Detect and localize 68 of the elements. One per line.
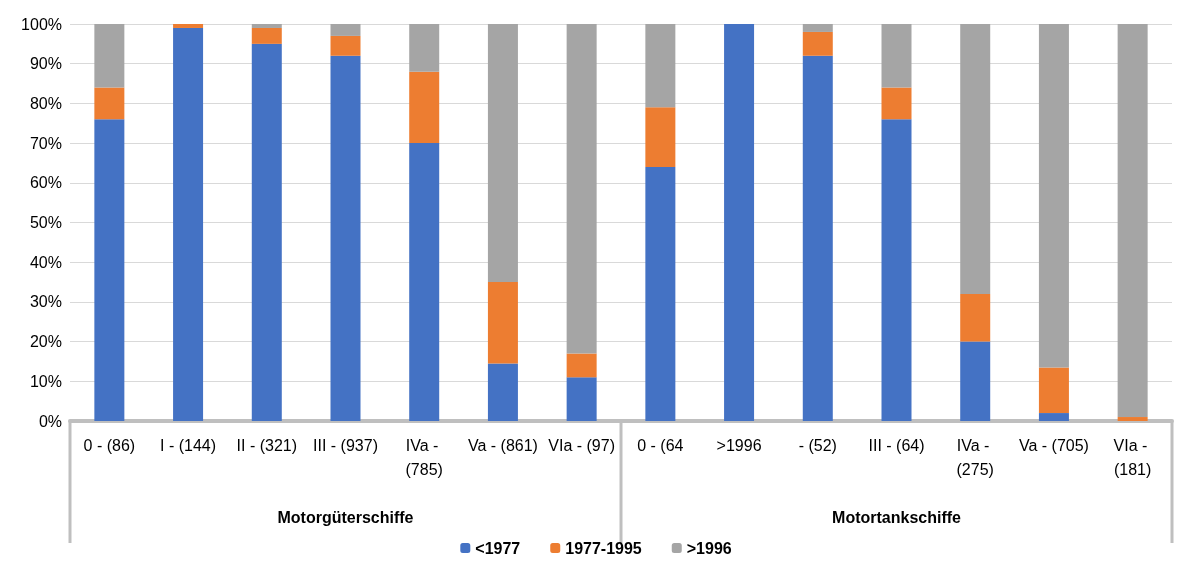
- bar: [645, 24, 676, 108]
- bar: [1038, 24, 1069, 368]
- bar: [1117, 417, 1148, 421]
- y-tick-label: 90%: [29, 55, 62, 73]
- bar: [881, 87, 912, 120]
- bar: [487, 282, 518, 364]
- x-tick-label: Va - (861): [467, 436, 538, 454]
- bar: [881, 119, 912, 421]
- bar: [330, 24, 361, 36]
- x-tick-label: III - (937): [313, 436, 378, 454]
- y-tick-label: 60%: [29, 174, 62, 192]
- bar: [487, 363, 518, 421]
- bar: [645, 166, 676, 421]
- bar: [94, 24, 125, 88]
- bar: [960, 341, 991, 421]
- bar: [566, 353, 597, 378]
- bar: [487, 24, 518, 283]
- y-tick-label: 100%: [21, 15, 62, 33]
- bar: [409, 71, 440, 144]
- x-tick-label: I - (144): [160, 436, 217, 454]
- x-tick-label: >1996: [716, 436, 762, 454]
- bar: [802, 24, 833, 32]
- bar: [1117, 24, 1148, 418]
- x-tick-label: VIa - (97): [548, 436, 615, 454]
- bar: [173, 27, 204, 421]
- bar: [566, 24, 597, 354]
- bar: [251, 43, 282, 421]
- text: Motorgüterschiffe: [277, 508, 414, 526]
- bar: [409, 24, 440, 72]
- x-tick-label: IVa - (785): [405, 436, 443, 478]
- y-tick-label: 40%: [29, 253, 62, 271]
- legend-label: <1977: [475, 539, 521, 557]
- y-tick-label: 0%: [38, 412, 62, 430]
- x-tick-label: VIa - (181): [1113, 436, 1152, 478]
- bar: [802, 55, 833, 421]
- y-tick-label: 80%: [29, 94, 62, 112]
- bar: [330, 55, 361, 421]
- x-tick-label: 0 - (64: [637, 436, 684, 454]
- bar: [802, 31, 833, 56]
- bar: [724, 24, 755, 421]
- bar: [94, 87, 125, 120]
- x-tick-label: III - (64): [868, 436, 925, 454]
- bar: [960, 24, 991, 294]
- bar: [251, 24, 282, 28]
- x-tick-label: - (52): [798, 436, 837, 454]
- bar: [330, 35, 361, 56]
- y-tick-label: 50%: [29, 214, 62, 231]
- x-tick-label: Va - (705): [1018, 436, 1089, 454]
- bar: [1038, 367, 1069, 414]
- bar: [566, 377, 597, 421]
- y-tick-label: 30%: [29, 293, 62, 311]
- bar: [645, 107, 676, 167]
- bar: [409, 143, 440, 421]
- legend-label: >1996: [686, 539, 732, 557]
- x-tick-label: 0 - (86): [83, 436, 136, 454]
- bar: [94, 119, 125, 421]
- legend-label: 1977-1995: [565, 539, 642, 557]
- y-tick-label: 20%: [29, 333, 62, 351]
- y-tick-label: 10%: [29, 372, 62, 390]
- y-tick-label: 70%: [29, 134, 62, 152]
- x-tick-label: II - (321): [236, 436, 298, 454]
- bar: [173, 24, 204, 28]
- bar: [881, 24, 912, 88]
- text: Motortankschiffe: [832, 508, 962, 526]
- bar: [1038, 413, 1069, 421]
- bar: [960, 293, 991, 342]
- x-tick-label: IVa - (275): [956, 436, 994, 478]
- bar: [251, 27, 282, 44]
